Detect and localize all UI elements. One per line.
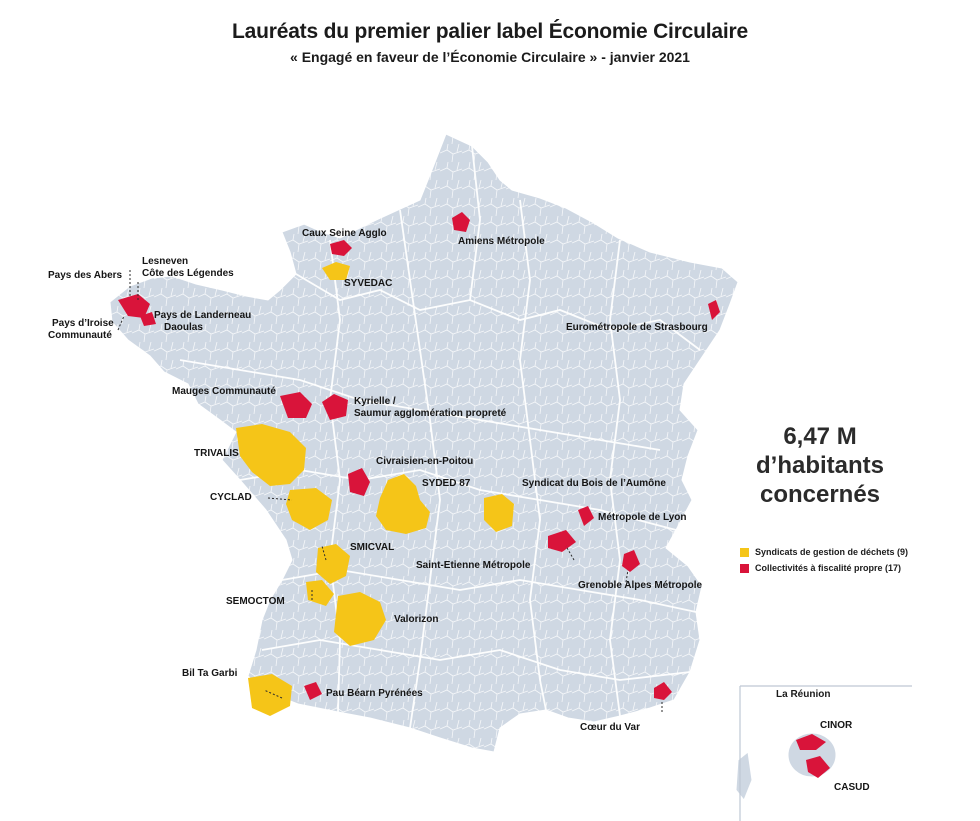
- area-civraisien: [348, 468, 370, 496]
- area-lyon: [578, 506, 594, 526]
- reunion-cinor: [796, 734, 826, 750]
- label-landerneau-1: Pays de Landerneau: [154, 310, 252, 321]
- area-brittany-west: [118, 294, 150, 318]
- label-casud: CASUD: [834, 782, 870, 793]
- label-coeurvar: Cœur du Var: [580, 722, 641, 733]
- area-amiens: [452, 212, 470, 232]
- area-valorizon: [334, 592, 386, 646]
- area-coeurvar: [654, 682, 672, 700]
- collectivites-areas: [118, 212, 720, 700]
- label-cyclad: CYCLAD: [210, 492, 252, 503]
- area-syvedac: [322, 262, 350, 280]
- label-syded87: SYDED 87: [422, 478, 471, 489]
- area-smicval: [316, 544, 350, 584]
- legend-swatch-red: [740, 563, 749, 573]
- label-grenoble: Grenoble Alpes Métropole: [578, 580, 703, 591]
- label-abers: Pays des Abers: [48, 270, 123, 281]
- area-cyclad: [286, 488, 332, 530]
- syndicats-areas: [236, 262, 514, 716]
- area-aumone: [484, 494, 514, 532]
- legend-swatch-yellow: [740, 547, 749, 557]
- label-semoctom: SEMOCTOM: [226, 596, 285, 607]
- leader-lines: [117, 270, 663, 712]
- label-amiens: Amiens Métropole: [458, 236, 545, 247]
- label-lesneven-1: Lesneven: [142, 256, 189, 267]
- population-stat: 6,47 M d’habitants concernés: [720, 422, 920, 509]
- map-subtitle: « Engagé en faveur de l’Économie Circula…: [290, 49, 690, 65]
- label-pau: Pau Béarn Pyrénées: [326, 688, 423, 699]
- area-landerneau: [140, 312, 156, 326]
- label-iroise-1: Pays d’Iroise: [52, 318, 114, 329]
- label-iroise-2: Communauté: [48, 330, 112, 341]
- legend: Syndicats de gestion de déchets (9) Coll…: [740, 544, 908, 576]
- area-grenoble: [622, 550, 640, 572]
- stat-line-2: d’habitants: [755, 452, 884, 479]
- label-civraisien: Civraisien-en-Poitou: [376, 456, 474, 467]
- map-title: Lauréats du premier palier label Économi…: [232, 20, 748, 43]
- label-kyrielle-2: Saumur agglomération propreté: [354, 408, 507, 419]
- area-syded87: [376, 474, 430, 534]
- area-stetienne: [548, 530, 576, 552]
- label-valorizon: Valorizon: [394, 614, 439, 625]
- reunion-casud: [806, 756, 830, 778]
- label-syvedac: SYVEDAC: [344, 278, 393, 289]
- stat-line-3: concernés: [759, 481, 881, 508]
- label-mauges: Mauges Communauté: [172, 386, 276, 397]
- department-borders: [179, 145, 701, 729]
- legend-label-syndicats: Syndicats de gestion de déchets (9): [755, 547, 909, 557]
- label-lyon: Métropole de Lyon: [598, 512, 687, 523]
- area-strasbourg: [708, 300, 720, 320]
- label-strasbourg: Eurométropole de Strasbourg: [566, 322, 708, 333]
- label-caux: Caux Seine Agglo: [302, 228, 387, 239]
- label-stetienne: Saint-Etienne Métropole: [416, 560, 531, 571]
- label-kyrielle-1: Kyrielle /: [354, 396, 396, 407]
- label-landerneau-2: Daoulas: [164, 322, 203, 333]
- label-lesneven-2: Côte des Légendes: [142, 268, 234, 279]
- legend-item-syndicats: Syndicats de gestion de déchets (9): [740, 544, 908, 560]
- area-mauges: [280, 392, 312, 418]
- label-trivalis: TRIVALIS: [194, 448, 239, 459]
- area-pau: [304, 682, 322, 700]
- label-biltagarbi: Bil Ta Garbi: [182, 668, 238, 679]
- inset-title: La Réunion: [776, 689, 831, 700]
- legend-label-collectivites: Collectivités à fiscalité propre (17): [755, 563, 902, 573]
- area-semoctom: [306, 580, 334, 606]
- area-trivalis: [236, 424, 306, 486]
- label-smicval: SMICVAL: [350, 542, 395, 553]
- label-aumone: Syndicat du Bois de l’Aumône: [522, 478, 666, 489]
- reunion-inset: [739, 685, 912, 821]
- stat-value: 6,47 M: [783, 423, 857, 450]
- area-biltagarbi: [248, 674, 292, 716]
- label-cinor: CINOR: [820, 720, 853, 731]
- legend-item-collectivites: Collectivités à fiscalité propre (17): [740, 560, 908, 576]
- area-caux: [330, 240, 352, 256]
- area-kyrielle: [322, 394, 348, 420]
